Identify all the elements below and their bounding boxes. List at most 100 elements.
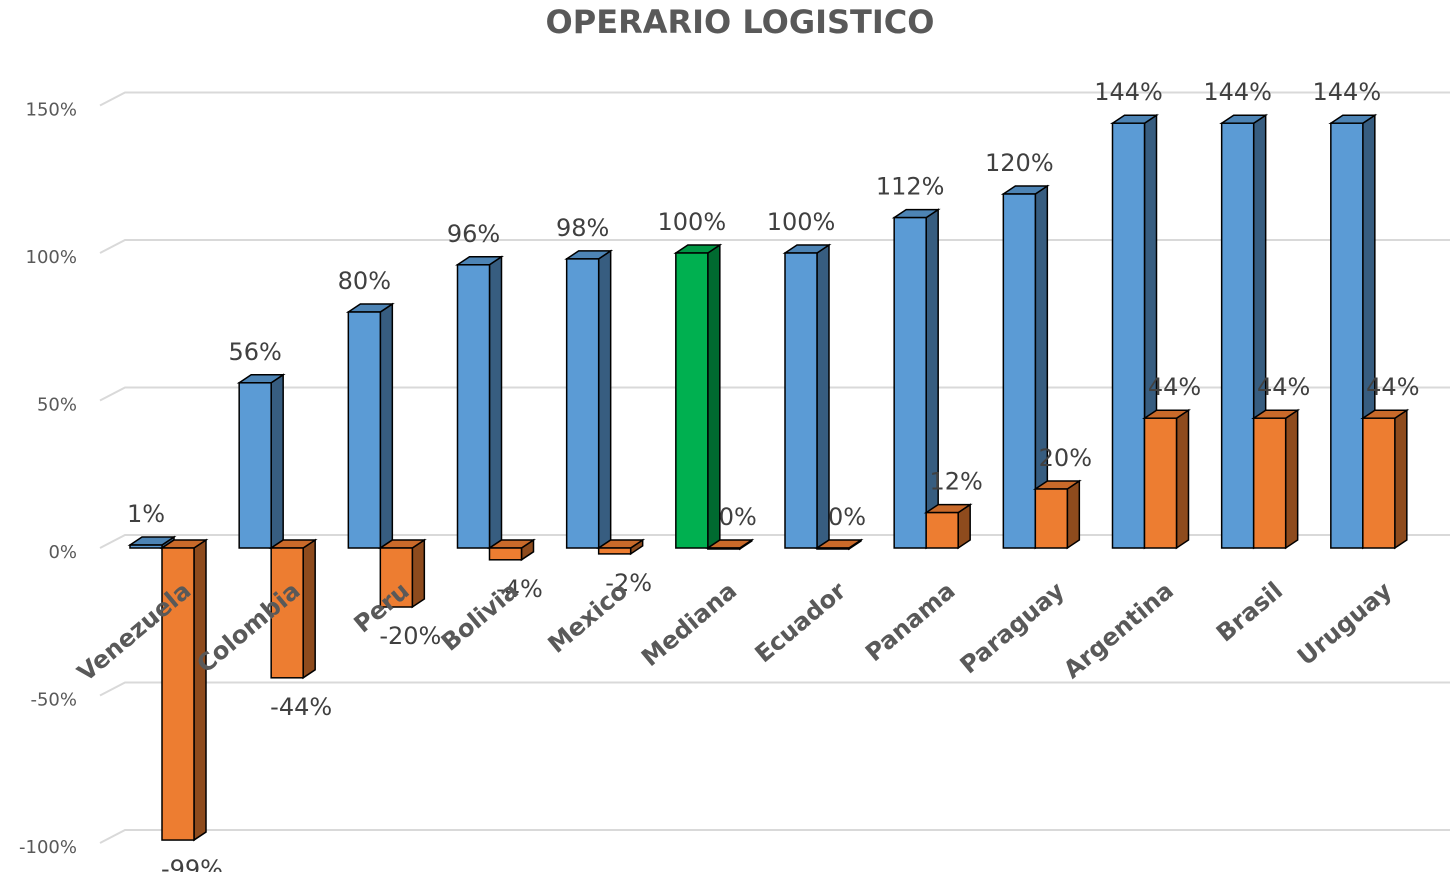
value-label: 44% (1257, 373, 1310, 401)
bar (1111, 122, 1146, 549)
value-label: 44% (1148, 373, 1201, 401)
bar-side (411, 538, 426, 609)
bar-3d (455, 255, 504, 550)
bar-3d (1142, 408, 1191, 550)
grid-line (99, 91, 1450, 107)
bar-side (925, 208, 939, 550)
bar-side (488, 255, 503, 550)
value-label: 56% (228, 338, 281, 366)
y-tick-label: 100% (26, 247, 77, 268)
value-label: -44% (270, 693, 332, 721)
y-tick-label: 150% (26, 100, 77, 121)
bar-3d (1032, 479, 1082, 550)
value-label: 0% (828, 503, 866, 531)
value-label: -20% (379, 622, 441, 650)
bar-side (1066, 479, 1081, 550)
value-label: 144% (1313, 78, 1382, 106)
bar (707, 547, 741, 550)
grid-line (99, 681, 1450, 697)
value-label: -2% (605, 569, 652, 597)
value-label: 112% (876, 173, 945, 201)
bar-3d (705, 538, 755, 551)
bar-side (1394, 408, 1408, 550)
bar-3d (596, 538, 646, 556)
x-tick-label: Mexico (543, 577, 633, 659)
bar-3d (159, 538, 209, 842)
bar-side (597, 249, 612, 550)
value-label: 0% (719, 503, 757, 531)
bar (270, 547, 304, 679)
x-tick-label: Bolivia (436, 577, 524, 657)
bar (1143, 417, 1178, 549)
bar (925, 511, 959, 549)
bar-side (1175, 408, 1190, 550)
bar-3d (487, 538, 536, 562)
bar (565, 258, 600, 549)
bar (816, 547, 850, 550)
bar-3d (564, 249, 614, 550)
y-tick-label: 50% (37, 395, 77, 416)
bar-3d (1251, 408, 1301, 550)
bar-3d (782, 243, 832, 550)
bar (129, 544, 163, 549)
bar-3d (923, 503, 973, 550)
x-tick-label: Paraguay (955, 576, 1070, 679)
y-tick-label: -100% (19, 837, 77, 858)
value-label: 120% (985, 149, 1054, 177)
bar (597, 547, 632, 555)
chart-title: OPERARIO LOGISTICO (546, 3, 935, 41)
bar (161, 547, 195, 841)
value-label: 12% (929, 468, 982, 496)
bar (893, 216, 927, 549)
value-label: 100% (658, 208, 727, 236)
bar (238, 382, 272, 549)
value-label: -4% (496, 575, 543, 603)
x-tick-label: Panama (860, 577, 960, 668)
value-label: 20% (1039, 444, 1092, 472)
bar-side (302, 538, 316, 680)
value-label: 144% (1203, 78, 1272, 106)
grid-line (99, 829, 1450, 844)
bar-3d (377, 538, 427, 609)
bar-3d (1110, 113, 1159, 550)
bar (488, 547, 523, 561)
bar-side (193, 538, 207, 842)
bar-3d (268, 538, 318, 680)
bar-3d (345, 302, 395, 550)
x-tick-label: Argentina (1058, 577, 1179, 685)
bar (456, 264, 491, 549)
y-tick-label: 0% (48, 542, 77, 563)
bar (347, 311, 382, 549)
bar-3d (236, 373, 286, 550)
bar (1362, 417, 1396, 549)
value-label: 96% (447, 220, 500, 248)
bar (1220, 122, 1255, 549)
value-label: 1% (127, 500, 165, 528)
bar (1330, 122, 1364, 549)
bar-3d (814, 538, 864, 551)
value-label: -99% (161, 855, 223, 872)
value-label: 144% (1094, 78, 1163, 106)
bar (1002, 193, 1037, 549)
bar (675, 252, 709, 549)
bar-side (270, 373, 284, 550)
bar (1252, 417, 1287, 549)
value-label: 80% (338, 267, 391, 295)
bar-3d (127, 535, 177, 550)
value-label: 100% (767, 208, 836, 236)
x-tick-label: Ecuador (750, 576, 852, 668)
bar-3d (891, 208, 941, 550)
bar (784, 252, 818, 549)
y-tick-label: -50% (30, 690, 77, 711)
x-tick-label: Brasil (1211, 577, 1288, 648)
bar-3d (1360, 408, 1410, 550)
bar-3d (1000, 184, 1050, 550)
value-label: 44% (1366, 373, 1419, 401)
x-tick-label: Uruguay (1292, 576, 1397, 671)
bar (379, 547, 414, 608)
bar-side (1284, 408, 1299, 550)
bar-side (379, 302, 394, 550)
bar-3d (673, 243, 723, 550)
bar (1034, 488, 1069, 549)
